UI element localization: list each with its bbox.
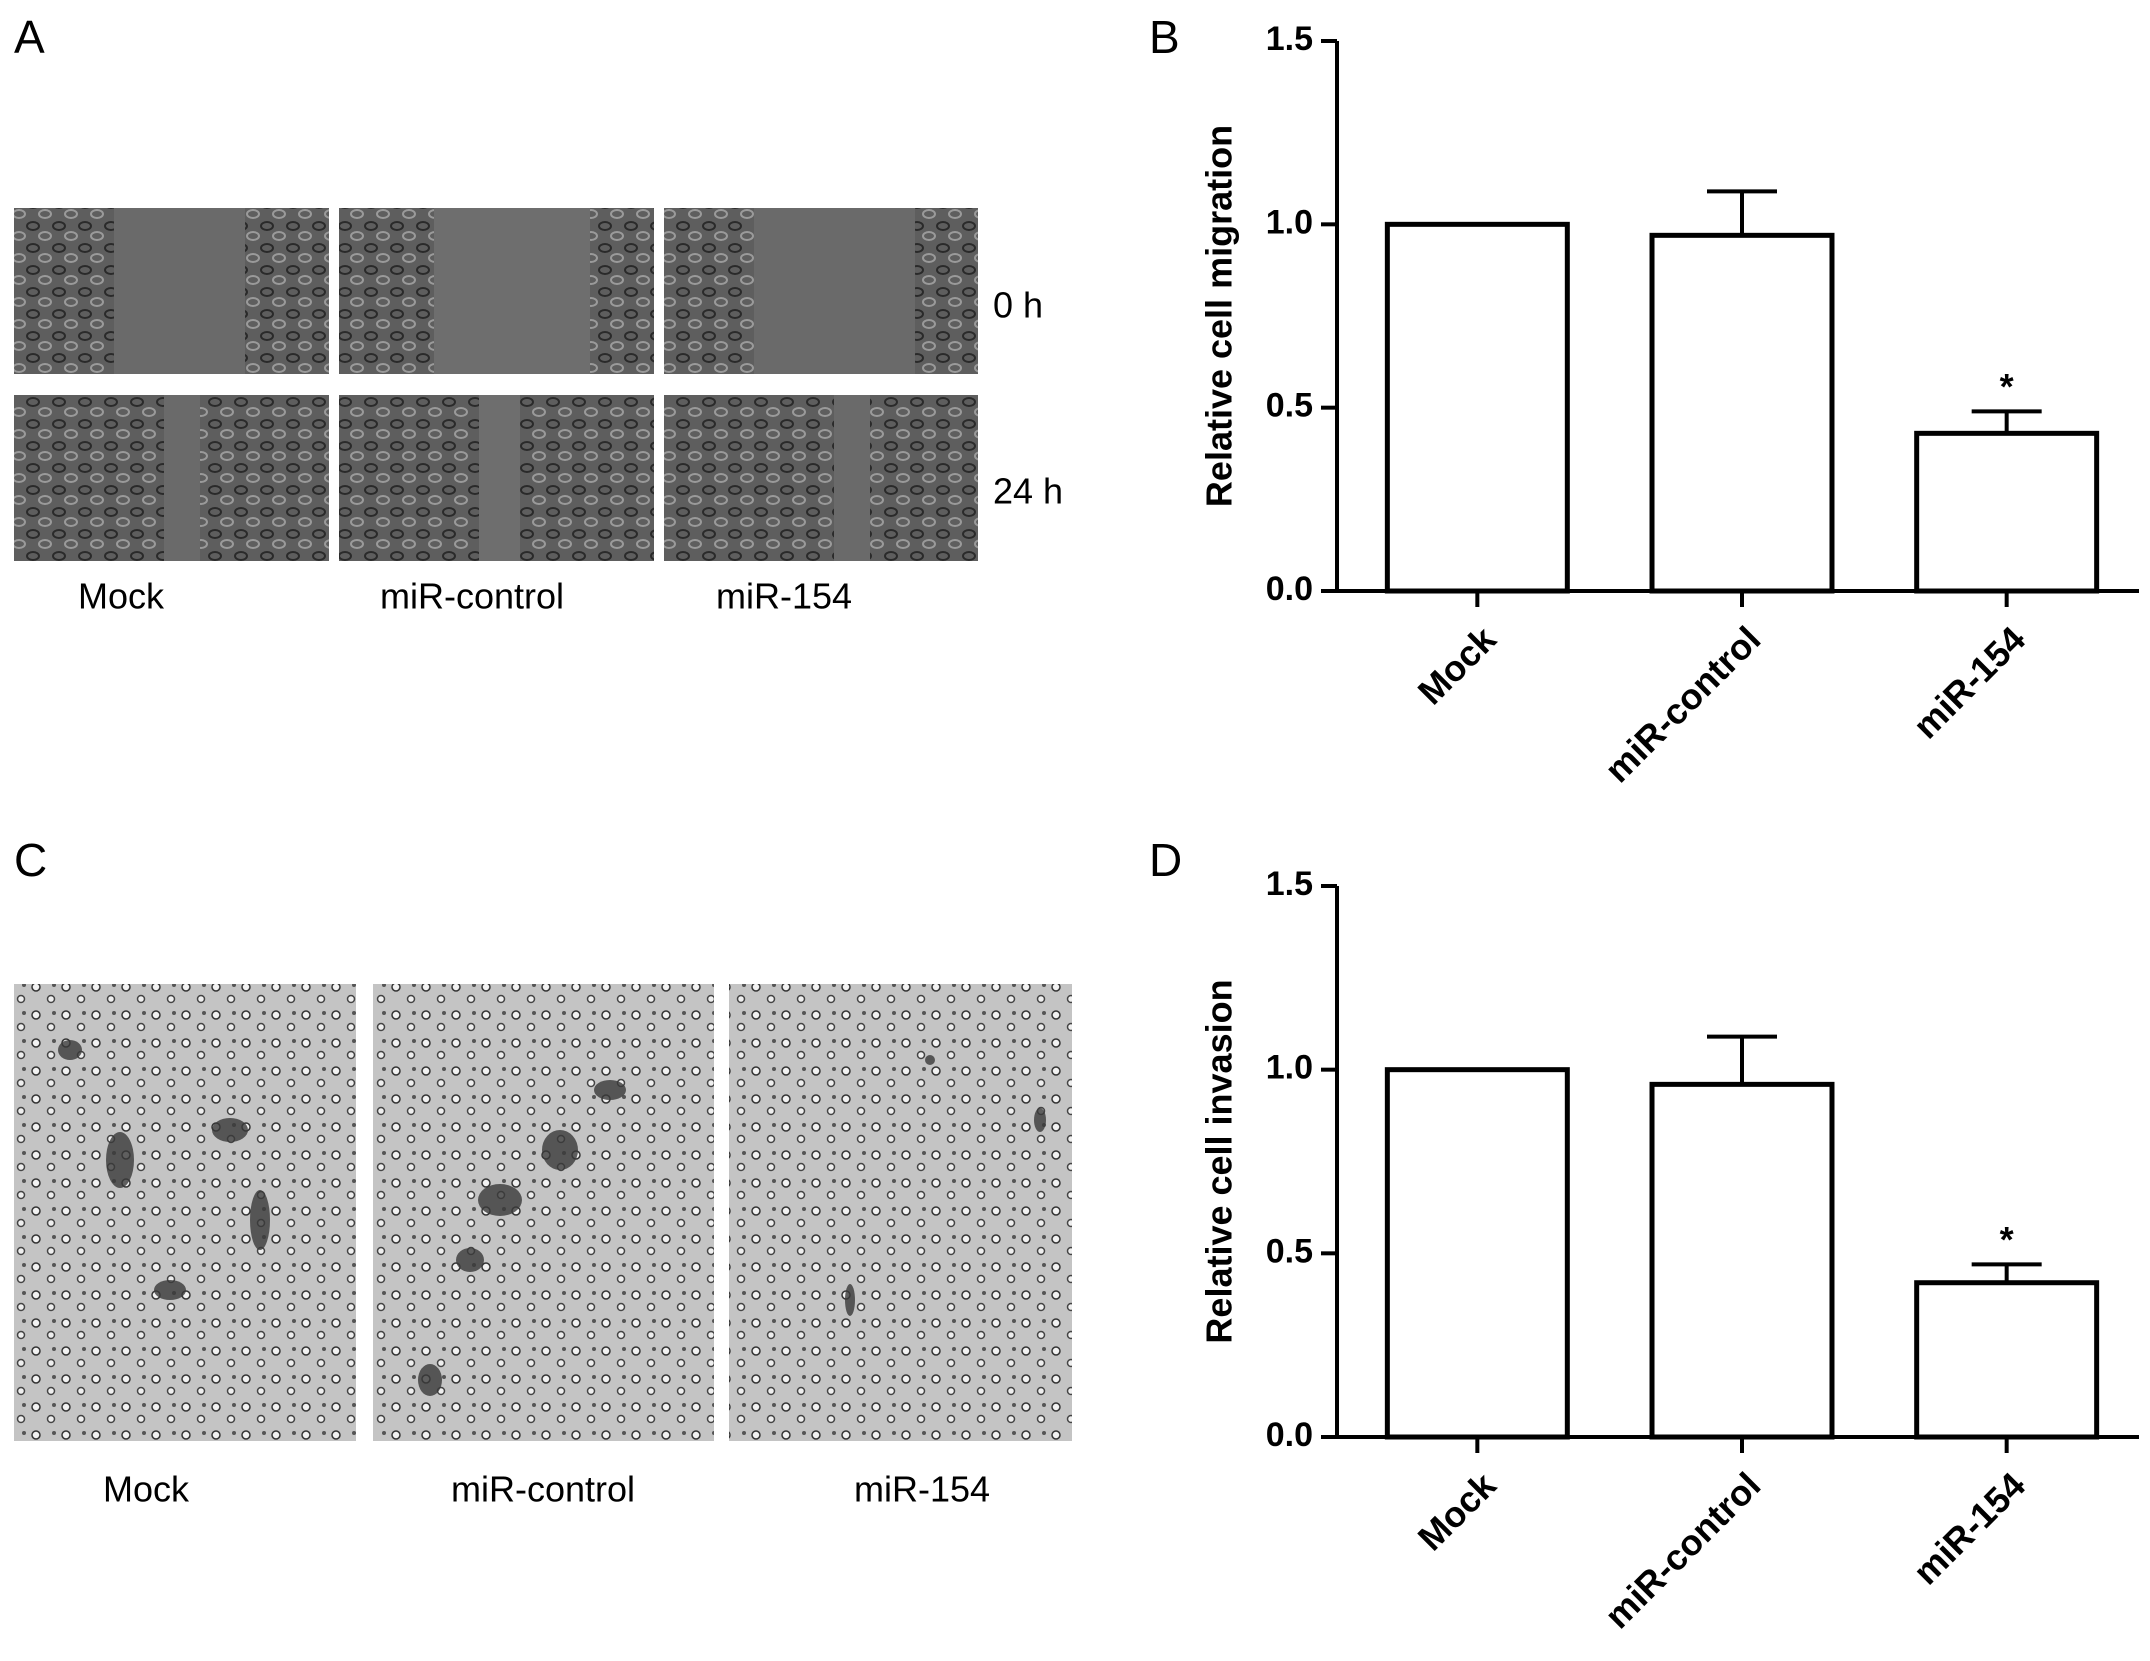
bar [1384,221,1570,594]
scratch-images [14,208,978,561]
column-label: miR-154 [854,1469,990,1510]
x-tick-label: miR-154 [1905,618,2033,746]
x-tick-label: miR-154 [1905,1464,2033,1592]
y-axis-label: Relative cell migration [1199,125,1240,507]
x-tick-label: Mock [1410,618,1505,713]
panel-label: D [1149,834,1182,886]
significance-marker: * [2000,1219,2014,1260]
x-tick-label: Mock [1410,1464,1505,1559]
column-label: Mock [103,1469,190,1510]
y-tick-label: 1.5 [1266,20,1313,58]
y-tick-label: 1.0 [1266,1049,1313,1087]
bar [1649,232,1835,594]
y-axis-label: Relative cell invasion [1199,979,1240,1343]
bar [1914,1280,2100,1440]
significance-marker: * [2000,366,2014,407]
y-tick-label: 0.5 [1266,1232,1313,1270]
y-tick-label: 0.0 [1266,570,1313,608]
row-label: 24 h [993,471,1063,512]
y-tick-label: 1.0 [1266,203,1313,241]
invasion-images [14,984,1072,1441]
x-tick-label: miR-control [1597,1464,1769,1636]
x-tick-label: miR-control [1597,618,1769,790]
column-label: miR-154 [716,576,852,617]
panel-label: C [14,834,47,886]
bar [1914,430,2100,594]
column-label: miR-control [451,1469,635,1510]
panel-label: A [14,11,45,63]
y-tick-label: 0.0 [1266,1416,1313,1454]
panel-label: B [1149,11,1180,63]
y-tick-label: 0.5 [1266,387,1313,425]
bar [1649,1081,1835,1440]
column-label: miR-control [380,576,564,617]
bar [1384,1067,1570,1440]
column-label: Mock [78,576,165,617]
row-label: 0 h [993,285,1043,326]
y-tick-label: 1.5 [1266,865,1313,903]
